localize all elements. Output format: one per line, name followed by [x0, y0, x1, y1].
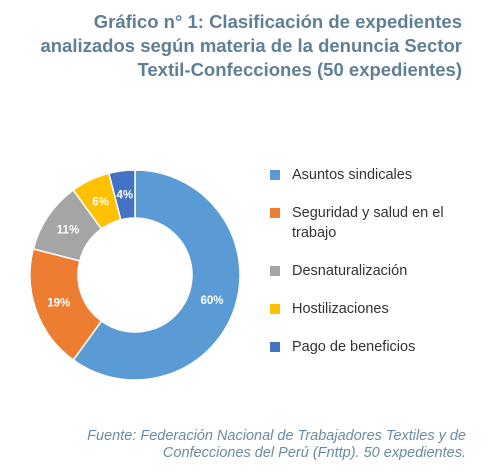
chart-title-line: Gráfico n° 1: Clasificación de expedient…	[93, 11, 462, 32]
legend-item-pago-de-beneficios: Pago de beneficios	[270, 337, 470, 357]
chart-title-line: analizados según materia de la denuncia …	[40, 35, 462, 56]
legend-swatch	[270, 266, 280, 276]
chart-title-line: Textil-Confecciones (50 expedientes)	[137, 59, 462, 80]
legend-item-asuntos-sindicales: Asuntos sindicales	[270, 165, 470, 185]
legend-item-hostilizaciones: Hostilizaciones	[270, 299, 470, 319]
legend-swatch	[270, 304, 280, 314]
slice-label-5: 4%	[117, 190, 134, 202]
legend-item-desnaturalizacion: Desnaturalización	[270, 261, 470, 281]
donut-slice-5	[107, 169, 136, 221]
legend-label: Seguridad y salud en el	[292, 205, 444, 221]
legend-label: Pago de beneficios	[292, 339, 416, 355]
slice-label-4: 6%	[92, 197, 109, 209]
legend-swatch	[270, 208, 280, 218]
caption-line: Fuente: Federación Nacional de Trabajado…	[87, 428, 466, 444]
slice-label-1: 60%	[201, 295, 224, 307]
legend-label: Hostilizaciones	[292, 301, 389, 317]
caption-line: Confecciones del Perú (Fnttp). 50 expedi…	[162, 445, 466, 461]
legend-label: Desnaturalización	[292, 263, 408, 279]
legend-label: trabajo	[292, 225, 337, 241]
legend-label: Asuntos sindicales	[292, 167, 413, 183]
slice-label-2: 19%	[47, 297, 70, 309]
legend-item-seguridad-y-salud: Seguridad y salud en el trabajo	[270, 203, 470, 243]
donut-chart: 60% 19% 11% 6% 4%	[29, 169, 241, 381]
donut-slice-1	[72, 169, 241, 381]
chart-source-caption: Fuente: Federación Nacional de Trabajado…	[0, 428, 466, 462]
legend-swatch	[270, 342, 280, 352]
slice-label-3: 11%	[57, 224, 79, 236]
legend-swatch	[270, 170, 280, 180]
chart-title: Gráfico n° 1: Clasificación de expedient…	[22, 10, 462, 82]
chart-legend: Asuntos sindicales Seguridad y salud en …	[270, 165, 470, 357]
